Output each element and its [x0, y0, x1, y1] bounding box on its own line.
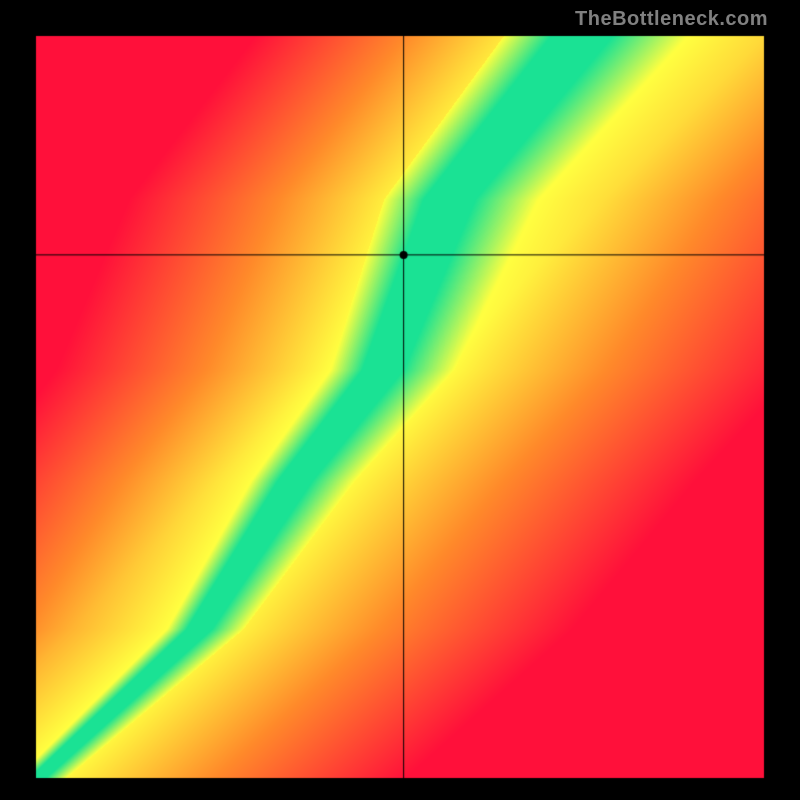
bottleneck-heatmap	[0, 0, 800, 800]
